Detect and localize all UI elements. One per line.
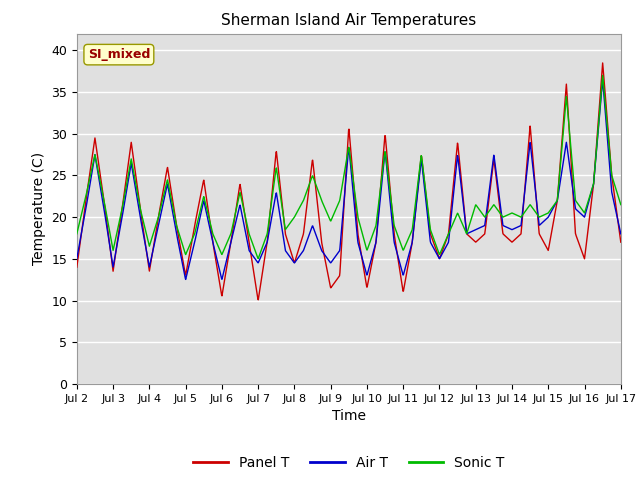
Text: SI_mixed: SI_mixed (88, 48, 150, 61)
Title: Sherman Island Air Temperatures: Sherman Island Air Temperatures (221, 13, 476, 28)
Y-axis label: Temperature (C): Temperature (C) (31, 152, 45, 265)
X-axis label: Time: Time (332, 409, 366, 423)
Legend: Panel T, Air T, Sonic T: Panel T, Air T, Sonic T (188, 450, 510, 475)
